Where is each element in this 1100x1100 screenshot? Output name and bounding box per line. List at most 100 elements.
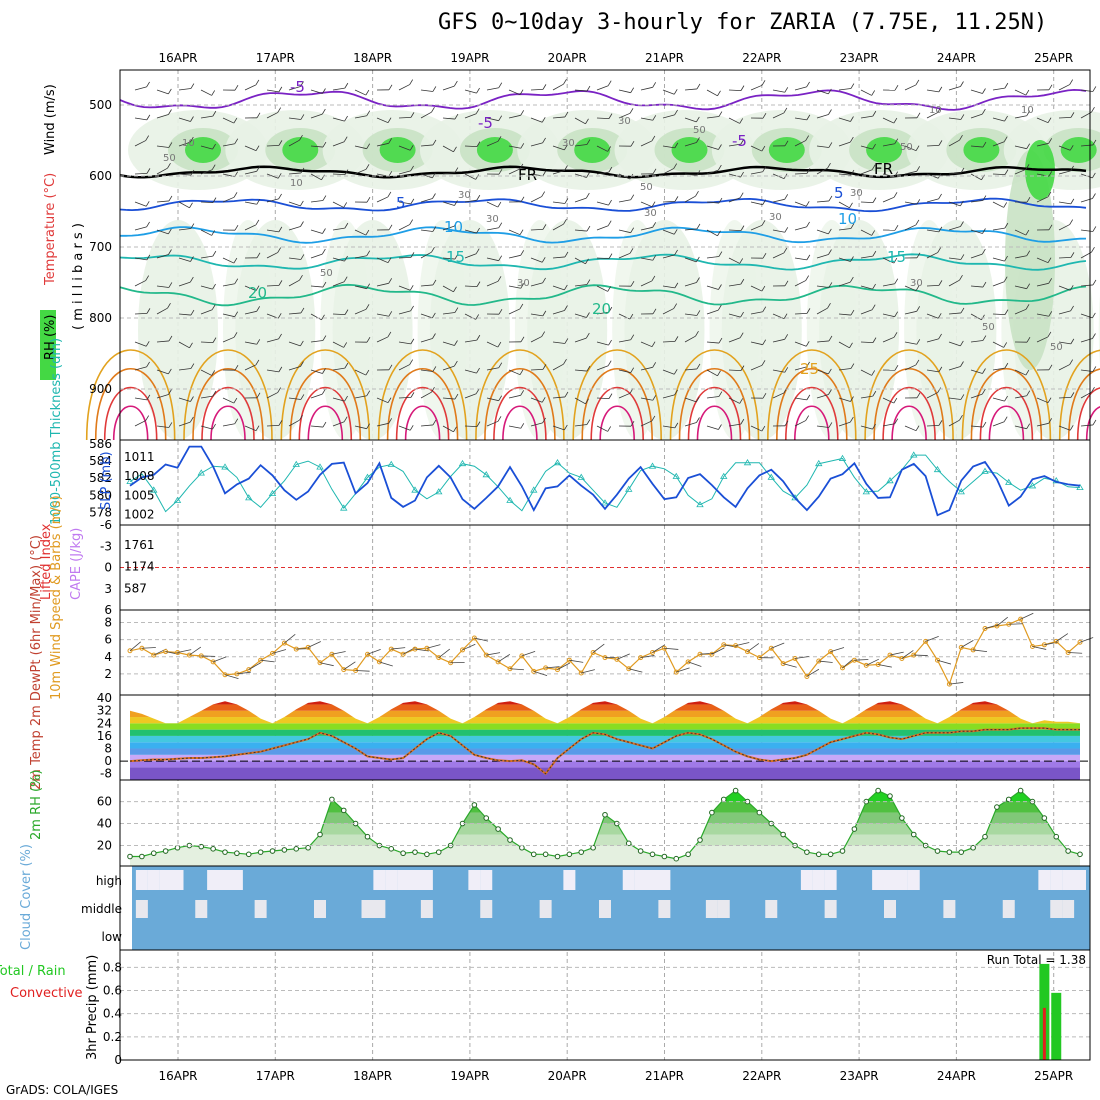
wind-barb xyxy=(794,341,807,347)
thickness-point xyxy=(411,486,419,493)
wind-barb xyxy=(1048,138,1053,144)
wind-barb xyxy=(486,420,499,427)
rh-point xyxy=(530,851,537,858)
wind-barb xyxy=(805,415,810,421)
wind-barb xyxy=(211,164,216,170)
rh-point xyxy=(1017,787,1024,794)
wind-barb xyxy=(850,276,854,283)
wind-barb xyxy=(498,222,503,228)
wind-barb xyxy=(739,332,744,338)
wind-barb xyxy=(596,285,608,292)
wind-barb xyxy=(376,422,389,427)
wind-speed-point xyxy=(828,649,834,655)
cape-tick-label: 587 xyxy=(124,581,147,595)
wind-barb xyxy=(278,86,283,93)
bottom-date-label: 25APR xyxy=(1034,1069,1073,1083)
wind-barb xyxy=(475,174,480,180)
rh-point xyxy=(269,848,276,854)
wind-barb xyxy=(904,310,917,315)
wind-barb xyxy=(960,307,965,314)
wind-barb xyxy=(454,167,459,173)
wind-barb xyxy=(464,199,477,203)
wind-barb xyxy=(794,656,809,659)
rh-shade xyxy=(527,220,608,440)
wind-barb xyxy=(960,200,964,207)
wind-barb xyxy=(1048,311,1053,317)
wind-barb xyxy=(662,425,675,429)
wind-barb xyxy=(1014,89,1027,96)
wind-barb xyxy=(212,110,217,117)
wind-barb xyxy=(871,90,876,96)
rh-contour-label: 50 xyxy=(693,125,706,136)
wind-barb xyxy=(850,116,854,122)
wind-barb xyxy=(816,307,828,315)
wind-barb xyxy=(926,424,940,427)
wind-barb xyxy=(728,89,742,92)
wind-barb xyxy=(904,364,917,371)
wind-barb xyxy=(331,651,346,655)
wind-barb xyxy=(728,257,740,264)
wind-barb xyxy=(926,89,939,93)
wind-barb xyxy=(398,341,411,345)
wind-barb xyxy=(354,115,367,119)
wind-barb xyxy=(410,305,414,312)
wind-barb xyxy=(552,201,565,204)
wind-barb xyxy=(354,425,367,430)
wind-barb xyxy=(189,202,193,209)
wind-barb xyxy=(607,426,612,432)
rh-shade xyxy=(916,220,997,440)
wind-barb xyxy=(432,193,436,199)
wind-barb xyxy=(630,194,635,200)
thickness-point xyxy=(648,462,657,469)
wind-barb xyxy=(816,340,829,343)
wind-barb xyxy=(508,254,521,259)
wind-barb xyxy=(552,310,565,315)
wind-barb xyxy=(970,113,983,119)
wind-barb xyxy=(827,162,831,169)
wind-barb xyxy=(165,651,180,655)
wind-barb xyxy=(872,143,876,150)
wind-barb xyxy=(211,370,216,376)
wind-barb xyxy=(992,341,1004,348)
wind-barb xyxy=(904,170,917,175)
wind-barb xyxy=(278,226,283,233)
temp-tick-label: -8 xyxy=(100,767,112,781)
wind-barb xyxy=(948,257,961,260)
rh-contour-label: 30 xyxy=(644,208,657,219)
wind-barb xyxy=(266,424,280,427)
wind-barb xyxy=(234,138,239,144)
rh-band xyxy=(130,834,1080,846)
wind-barb xyxy=(664,647,679,650)
wind-barb xyxy=(1025,229,1030,236)
wind-barb xyxy=(860,425,873,430)
wind-barb xyxy=(410,338,415,345)
wind-barb xyxy=(156,285,169,288)
wind-barb xyxy=(860,115,873,119)
lifted-tick-label: -6 xyxy=(100,518,112,532)
wind-tick-label: 8 xyxy=(104,616,112,630)
pressure-tick-label: 800 xyxy=(89,311,112,325)
wind-speed-point xyxy=(436,655,442,661)
wind-barb xyxy=(190,223,195,229)
wind-barb xyxy=(255,145,260,151)
wind-barb xyxy=(574,313,587,318)
wind-barb xyxy=(996,616,1009,627)
cloud-gap xyxy=(812,870,825,890)
wind-barb xyxy=(1004,115,1008,122)
surface-temperature-contour xyxy=(882,386,936,441)
wind-barb xyxy=(718,284,722,290)
wind-barb xyxy=(533,670,548,677)
top-date-label: 18APR xyxy=(353,51,392,65)
wind-barb xyxy=(1020,612,1034,620)
wind-barb xyxy=(608,166,613,173)
wind-barb xyxy=(806,254,811,261)
wind-speed-point xyxy=(578,670,584,676)
rh-point xyxy=(637,848,644,854)
wind-barb xyxy=(1091,106,1095,113)
wind-barb xyxy=(938,193,942,200)
wind-barb xyxy=(1048,364,1053,370)
wind-barb xyxy=(563,78,567,85)
wind-barb xyxy=(674,389,678,396)
pressure-tick-label: 600 xyxy=(89,169,112,183)
wind-barb xyxy=(177,649,192,653)
